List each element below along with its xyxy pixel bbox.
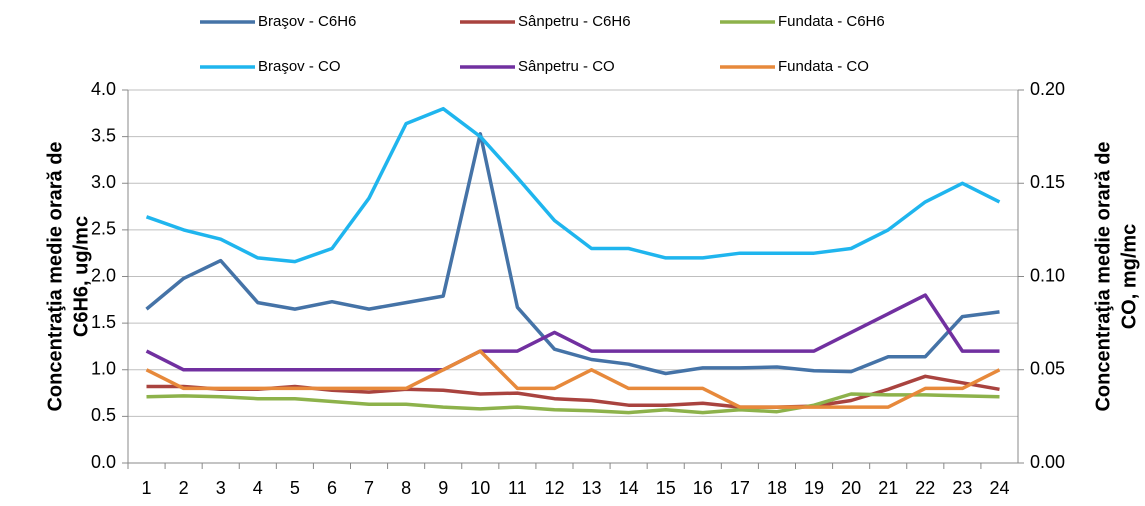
x-tick-label: 10 xyxy=(470,478,490,498)
x-tick-label: 17 xyxy=(730,478,750,498)
series-line xyxy=(145,349,1001,409)
x-tick-label: 21 xyxy=(878,478,898,498)
series-line xyxy=(146,392,1000,415)
x-tick-label: 19 xyxy=(804,478,824,498)
y-tick-label: 0.0 xyxy=(91,452,116,472)
legend-label: Braşov - C6H6 xyxy=(258,13,356,30)
x-tick-label: 24 xyxy=(989,478,1009,498)
x-tick-label: 14 xyxy=(619,478,639,498)
axis-title: Concentraţia medie orară de xyxy=(1092,141,1114,411)
y-tick-label: 1.0 xyxy=(91,359,116,379)
series-line xyxy=(145,293,1000,372)
y-tick-label: 1.5 xyxy=(91,312,116,332)
series-line xyxy=(145,132,1000,376)
x-tick-label: 5 xyxy=(290,478,300,498)
legend-label: Fundata - CO xyxy=(778,58,869,75)
x-tick-label: 9 xyxy=(438,478,448,498)
x-tick-label: 11 xyxy=(508,478,527,498)
series-line xyxy=(145,106,1001,264)
x-tick-label: 4 xyxy=(253,478,263,498)
axis-title: Concentraţia medie orară de xyxy=(44,141,66,411)
legend-label: Sânpetru - C6H6 xyxy=(518,13,631,30)
x-tick-label: 23 xyxy=(952,478,972,498)
x-tick-label: 3 xyxy=(216,478,226,498)
x-tick-label: 12 xyxy=(544,478,564,498)
y2-tick-label: 0.00 xyxy=(1030,452,1065,472)
y2-tick-label: 0.20 xyxy=(1030,79,1065,99)
axis-title: CO, mg/mc xyxy=(1118,224,1140,330)
x-tick-label: 2 xyxy=(179,478,189,498)
legend-label: Fundata - C6H6 xyxy=(778,13,885,30)
y-tick-label: 4.0 xyxy=(91,79,116,99)
x-tick-label: 8 xyxy=(401,478,411,498)
x-tick-label: 13 xyxy=(582,478,602,498)
y-tick-label: 3.5 xyxy=(91,125,116,145)
legend-label: Sânpetru - CO xyxy=(518,58,615,75)
x-tick-label: 22 xyxy=(915,478,935,498)
x-tick-label: 7 xyxy=(364,478,374,498)
y-tick-label: 0.5 xyxy=(91,405,116,425)
y-tick-label: 2.0 xyxy=(91,265,116,285)
axis-title: C6H6, ug/mc xyxy=(70,216,92,337)
legend-label: Braşov - CO xyxy=(258,58,341,75)
x-tick-label: 20 xyxy=(841,478,861,498)
x-tick-label: 6 xyxy=(327,478,337,498)
y2-tick-label: 0.05 xyxy=(1030,359,1065,379)
x-tick-label: 15 xyxy=(656,478,676,498)
y2-tick-label: 0.10 xyxy=(1030,265,1065,285)
y-tick-label: 2.5 xyxy=(91,219,116,239)
y-tick-label: 3.0 xyxy=(91,172,116,192)
x-tick-label: 18 xyxy=(767,478,787,498)
y2-tick-label: 0.15 xyxy=(1030,172,1065,192)
x-tick-label: 1 xyxy=(142,478,152,498)
x-tick-label: 16 xyxy=(693,478,713,498)
